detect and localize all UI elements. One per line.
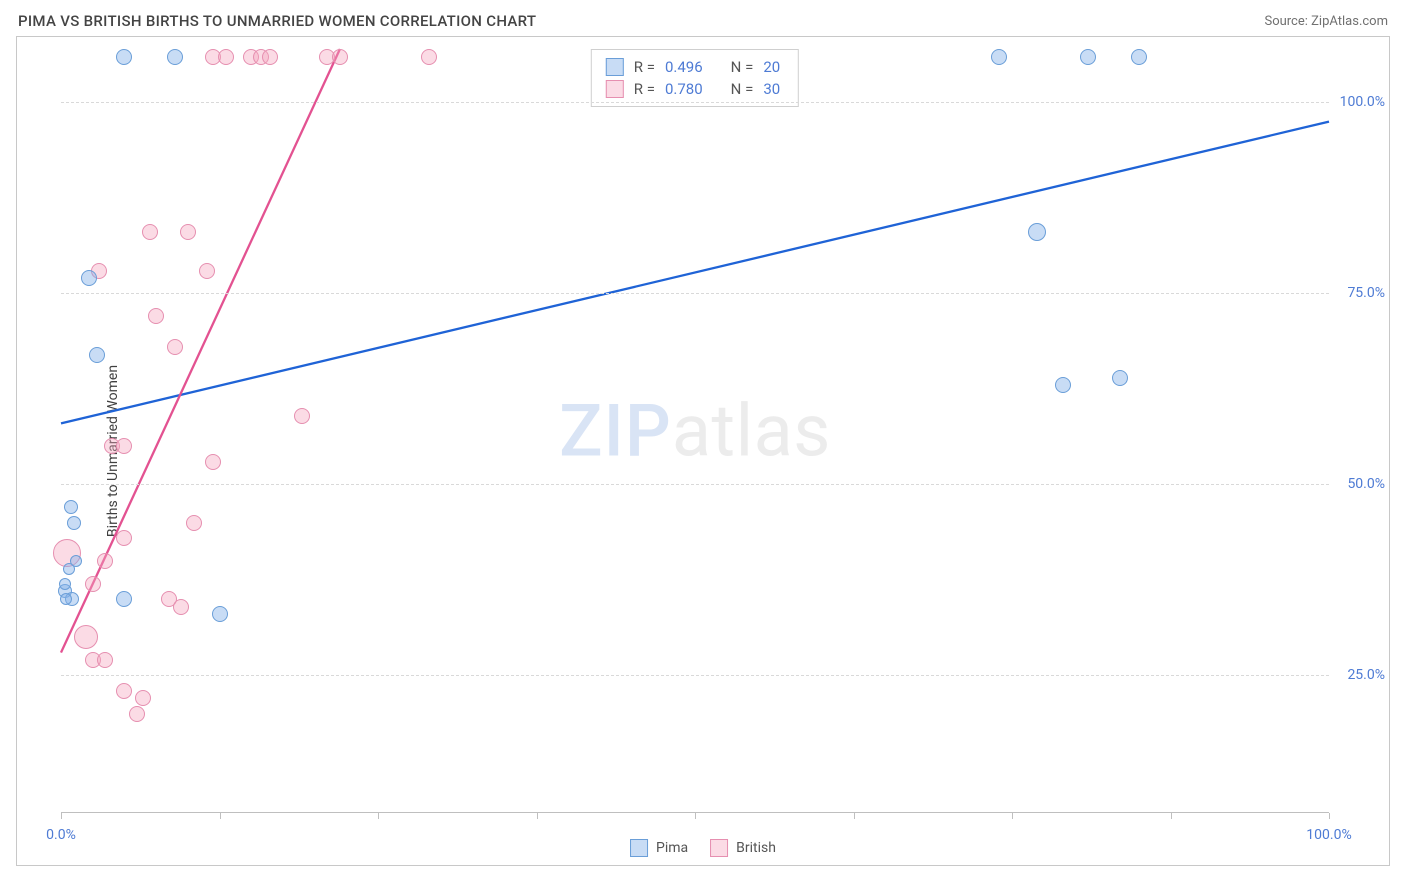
legend-swatch-british	[606, 80, 624, 98]
n-label: N =	[731, 80, 754, 98]
gridline	[61, 293, 1329, 294]
point-british	[142, 224, 158, 240]
legend-item-pima: Pima	[630, 839, 688, 857]
point-british	[135, 690, 151, 706]
x-tick	[1329, 813, 1330, 819]
x-tick	[854, 813, 855, 819]
point-pima	[1112, 370, 1128, 386]
legend-stats: R = 0.496 N = 20 R = 0.780 N = 30	[591, 49, 799, 107]
point-british	[167, 339, 183, 355]
r-label: R =	[634, 58, 655, 76]
point-british	[262, 49, 278, 65]
legend-swatch-pima	[606, 58, 624, 76]
x-tick	[220, 813, 221, 819]
n-label: N =	[731, 58, 754, 76]
y-tick-label: 100.0%	[1340, 94, 1385, 110]
x-tick	[378, 813, 379, 819]
legend-item-british: British	[710, 839, 776, 857]
point-pima	[81, 270, 97, 286]
point-british	[205, 454, 221, 470]
legend-swatch-pima-bottom	[630, 839, 648, 857]
n-value-pima: 20	[763, 58, 780, 76]
point-pima	[89, 347, 105, 363]
point-pima	[1028, 223, 1046, 241]
legend-swatch-british-bottom	[710, 839, 728, 857]
gridline	[61, 102, 1329, 103]
legend-series: Pima British	[630, 839, 776, 857]
point-british	[199, 263, 215, 279]
point-pima	[67, 516, 81, 530]
point-british	[85, 576, 101, 592]
point-pima	[70, 555, 82, 567]
chart-title: PIMA VS BRITISH BIRTHS TO UNMARRIED WOME…	[18, 12, 536, 30]
point-pima	[991, 49, 1007, 65]
point-pima	[167, 49, 183, 65]
point-british	[129, 706, 145, 722]
y-tick-label: 50.0%	[1347, 476, 1385, 492]
point-british	[148, 308, 164, 324]
y-tick-label: 75.0%	[1347, 285, 1385, 301]
point-pima	[212, 606, 228, 622]
point-pima	[60, 593, 72, 605]
legend-label-british: British	[736, 840, 776, 856]
r-value-british: 0.780	[665, 80, 703, 98]
point-pima	[64, 500, 78, 514]
point-british	[218, 49, 234, 65]
point-pima	[1080, 49, 1096, 65]
trend-line-pima	[61, 122, 1329, 424]
legend-label-pima: Pima	[656, 840, 688, 856]
point-british	[186, 515, 202, 531]
point-british	[180, 224, 196, 240]
point-pima	[59, 578, 71, 590]
header-row: PIMA VS BRITISH BIRTHS TO UNMARRIED WOME…	[16, 12, 1390, 36]
gridline	[61, 675, 1329, 676]
x-tick-label: 100.0%	[1306, 827, 1351, 843]
legend-stats-row-pima: R = 0.496 N = 20	[606, 56, 780, 78]
point-british	[294, 408, 310, 424]
point-pima	[116, 591, 132, 607]
point-british	[116, 683, 132, 699]
point-pima	[116, 49, 132, 65]
plot-area: ZIPatlas R = 0.496 N = 20 R = 0.780	[61, 49, 1329, 813]
point-british	[74, 625, 98, 649]
x-tick	[537, 813, 538, 819]
x-tick	[61, 813, 62, 819]
r-label: R =	[634, 80, 655, 98]
chart-frame: Births to Unmarried Women ZIPatlas R = 0…	[16, 36, 1390, 866]
gridline	[61, 484, 1329, 485]
x-tick	[1012, 813, 1013, 819]
point-pima	[1131, 49, 1147, 65]
legend-stats-row-british: R = 0.780 N = 30	[606, 78, 780, 100]
x-tick	[695, 813, 696, 819]
n-value-british: 30	[763, 80, 780, 98]
point-british	[97, 652, 113, 668]
x-tick-label: 0.0%	[46, 827, 76, 843]
point-british	[116, 438, 132, 454]
point-british	[421, 49, 437, 65]
point-british	[332, 49, 348, 65]
source-label: Source: ZipAtlas.com	[1264, 14, 1388, 29]
r-value-pima: 0.496	[665, 58, 703, 76]
y-tick-label: 25.0%	[1347, 667, 1385, 683]
plot-svg	[61, 49, 1329, 813]
chart-container: PIMA VS BRITISH BIRTHS TO UNMARRIED WOME…	[0, 0, 1406, 892]
point-pima	[1055, 377, 1071, 393]
point-british	[116, 530, 132, 546]
x-tick	[1171, 813, 1172, 819]
point-british	[173, 599, 189, 615]
point-british	[97, 553, 113, 569]
